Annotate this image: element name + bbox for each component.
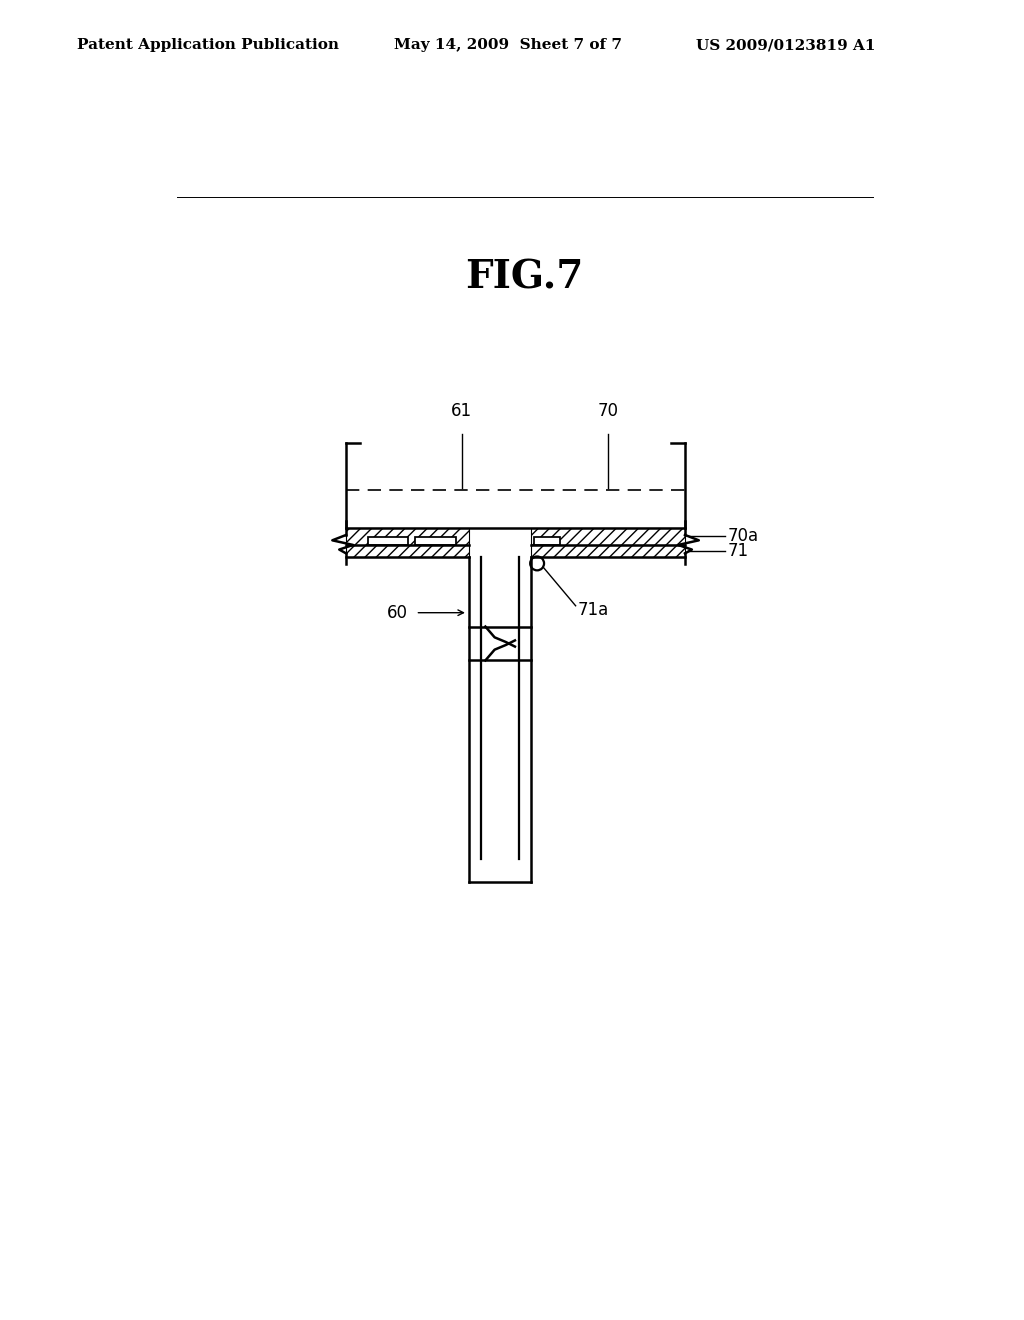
Bar (368, 537, 408, 545)
Bar (346, 528, 469, 545)
Bar (416, 537, 456, 545)
Text: FIG.7: FIG.7 (466, 259, 584, 297)
Text: 61: 61 (452, 403, 472, 420)
Bar (346, 545, 469, 557)
Text: 71: 71 (728, 543, 750, 560)
Text: 60: 60 (387, 603, 408, 622)
Text: May 14, 2009  Sheet 7 of 7: May 14, 2009 Sheet 7 of 7 (394, 38, 623, 53)
Bar (531, 545, 685, 557)
Text: 70: 70 (597, 403, 618, 420)
Text: Patent Application Publication: Patent Application Publication (77, 38, 339, 53)
Text: 71a: 71a (578, 601, 608, 619)
Bar (535, 537, 560, 545)
Text: 70a: 70a (728, 528, 759, 545)
Bar (531, 528, 685, 545)
Text: US 2009/0123819 A1: US 2009/0123819 A1 (696, 38, 876, 53)
